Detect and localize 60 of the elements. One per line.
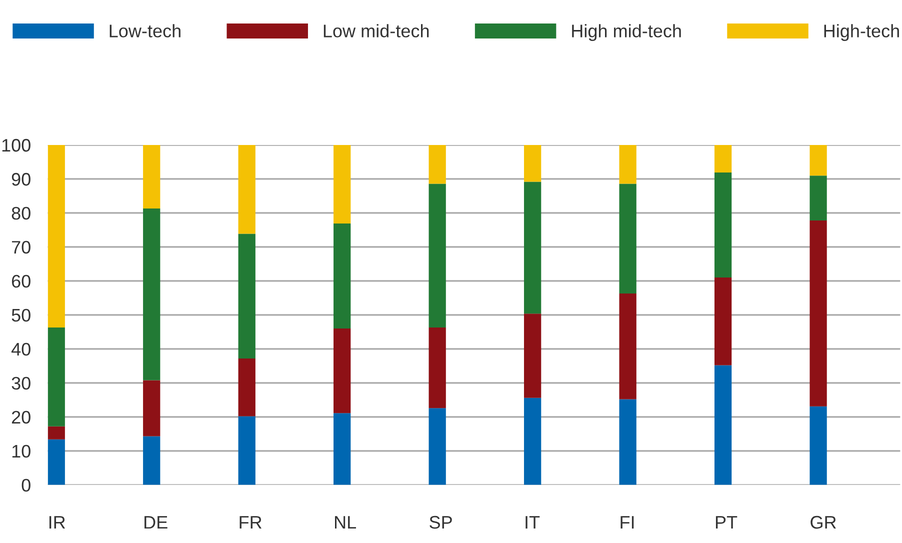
x-tick-label: GR (810, 516, 836, 529)
bar (428, 408, 446, 485)
bar (619, 399, 636, 485)
x-tick-label: IR (49, 516, 66, 529)
y-tick-label: 60 (12, 274, 30, 288)
bar (48, 426, 65, 440)
bar (619, 144, 636, 184)
bar (238, 416, 256, 485)
bar (238, 234, 256, 358)
x-tick-label: IT (526, 516, 540, 529)
bar (48, 144, 65, 328)
bar (428, 184, 446, 328)
bar (810, 220, 827, 406)
x-tick-label: SP (430, 516, 452, 529)
bar (428, 328, 446, 408)
y-tick-label: 90 (12, 172, 30, 186)
bar (334, 328, 351, 414)
y-tick-label: 30 (12, 376, 30, 390)
y-tick-label: 40 (11, 342, 30, 356)
bar (238, 144, 256, 234)
bar (48, 439, 65, 485)
x-tick-label: NL (335, 516, 356, 529)
bar (524, 314, 542, 398)
bar (48, 328, 65, 426)
x-tick-label: DE (144, 516, 168, 529)
bar (714, 172, 732, 278)
bar (143, 144, 160, 209)
bar (714, 365, 732, 485)
bar (143, 436, 160, 485)
bar (524, 144, 542, 182)
bar (619, 294, 636, 400)
y-tick-label: 20 (12, 410, 30, 424)
bar (334, 224, 351, 329)
bar (810, 176, 827, 220)
y-tick-label: 0 (22, 478, 30, 492)
x-tick-label: FR (240, 516, 262, 529)
bar (334, 413, 351, 485)
bar (619, 184, 636, 294)
legend-label: Low-tech (110, 24, 180, 38)
bar (428, 144, 446, 184)
x-tick-label: PT (716, 516, 738, 529)
legend-label: Low mid-tech (324, 24, 429, 38)
y-tick-label: 100 (2, 138, 30, 152)
legend-label: High-tech (824, 24, 899, 41)
bar (524, 398, 542, 485)
bar (334, 144, 351, 224)
bar (714, 278, 732, 366)
bar (810, 144, 827, 176)
legend-label: High mid-tech (572, 24, 681, 41)
bar (238, 358, 256, 416)
y-tick-label: 80 (12, 206, 30, 220)
bar (810, 406, 827, 485)
bar (714, 144, 732, 173)
y-tick-label: 10 (12, 444, 30, 458)
bar (143, 380, 160, 436)
bar (524, 182, 542, 314)
y-tick-label: 70 (12, 240, 30, 254)
x-tick-label: FI (620, 516, 634, 529)
bar (143, 208, 160, 380)
y-tick-label: 50 (12, 308, 30, 322)
